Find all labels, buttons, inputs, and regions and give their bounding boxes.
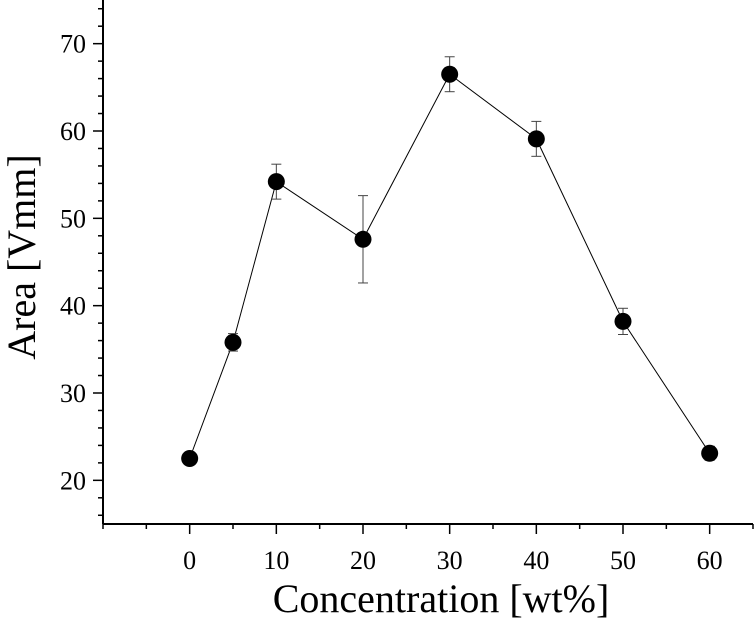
x-tick-label: 20 bbox=[350, 546, 376, 575]
data-point bbox=[614, 312, 632, 330]
x-tick-label: 0 bbox=[183, 546, 196, 575]
y-tick-label: 60 bbox=[60, 117, 86, 146]
data-series bbox=[181, 56, 719, 467]
x-tick-label: 40 bbox=[523, 546, 549, 575]
y-tick-label: 50 bbox=[60, 204, 86, 233]
data-point bbox=[527, 130, 545, 148]
data-point bbox=[224, 333, 242, 351]
y-tick-label: 20 bbox=[60, 466, 86, 495]
data-point bbox=[267, 173, 285, 191]
data-point bbox=[354, 230, 372, 248]
x-axis-label: Concentration [wt%] bbox=[273, 576, 610, 621]
data-point bbox=[441, 65, 459, 83]
series-line bbox=[189, 73, 711, 459]
x-tick-label: 10 bbox=[263, 546, 289, 575]
x-tick-label: 60 bbox=[697, 546, 723, 575]
y-tick-label: 70 bbox=[60, 30, 86, 59]
x-tick-label: 30 bbox=[437, 546, 463, 575]
y-tick-label: 30 bbox=[60, 379, 86, 408]
x-axis-ticks: 0 10 20 30 40 50 60 bbox=[102, 524, 754, 575]
y-axis-ticks: 20 30 40 50 60 70 bbox=[60, 7, 103, 517]
data-point bbox=[181, 450, 199, 467]
axes bbox=[102, 0, 753, 525]
data-point bbox=[701, 444, 719, 462]
y-axis-label: Area [Vmm] bbox=[0, 154, 44, 359]
y-tick-label: 40 bbox=[60, 292, 86, 321]
x-tick-label: 50 bbox=[610, 546, 636, 575]
